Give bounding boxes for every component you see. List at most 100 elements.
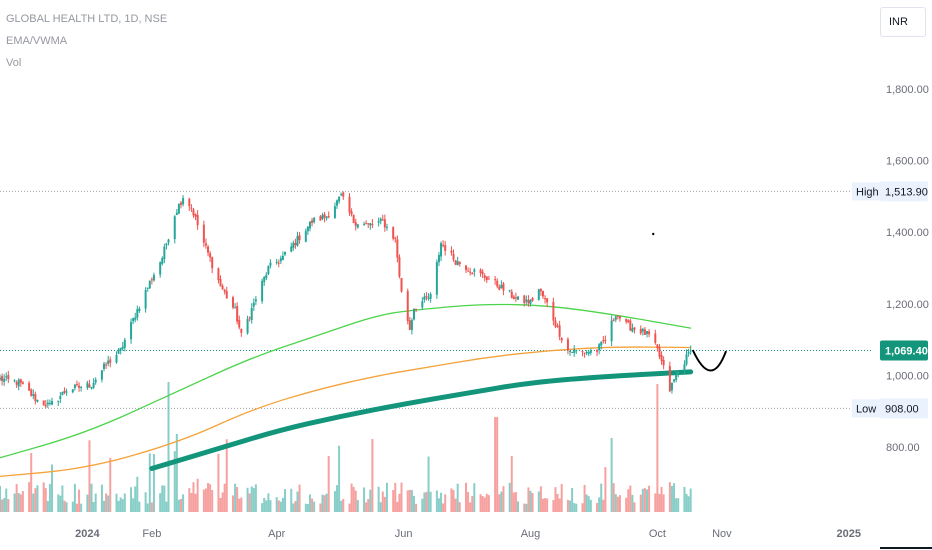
candle-body — [604, 339, 607, 341]
volume-bar — [207, 482, 210, 512]
candle-body — [163, 246, 166, 260]
candle-body — [103, 363, 106, 369]
candle-body — [502, 283, 505, 291]
low-tag-value-box — [880, 398, 928, 419]
candle-body — [138, 308, 141, 312]
low-tag-label: Low — [856, 403, 876, 415]
candle-body — [668, 366, 671, 392]
candle-body — [311, 220, 314, 223]
candle-body — [483, 275, 486, 278]
volume-bar — [92, 501, 95, 512]
volume-bar — [90, 483, 93, 512]
candle-body — [240, 329, 243, 333]
volume-bar — [479, 494, 482, 512]
candle-body — [365, 223, 368, 225]
candle-body — [223, 289, 226, 292]
volume-bar — [645, 489, 648, 512]
symbol-title[interactable]: GLOBAL HEALTH LTD, 1D, NSE — [6, 13, 168, 25]
volume-bar — [75, 503, 78, 512]
x-tick-label: 2025 — [837, 528, 861, 540]
candle-body — [267, 265, 270, 275]
candle-body — [0, 377, 1, 380]
volume-bar — [412, 495, 415, 512]
candle-body — [105, 364, 108, 366]
candle-body — [134, 317, 137, 320]
volume-bar — [610, 438, 613, 512]
candle-body — [294, 242, 297, 246]
volume-bar — [296, 491, 299, 512]
volume-bar — [415, 503, 418, 512]
candle-body — [394, 237, 397, 239]
candle-body — [377, 221, 380, 223]
volume-bar — [556, 493, 559, 512]
candle-body — [207, 246, 210, 253]
volume-bar — [252, 487, 255, 512]
candle-body — [261, 280, 264, 302]
volume-bar — [167, 382, 170, 512]
volume-bar — [188, 488, 191, 512]
volume-bar — [371, 439, 374, 512]
candle-body — [248, 317, 251, 319]
candle-body — [531, 297, 534, 301]
candle-body — [46, 402, 49, 405]
time-axis[interactable]: 2024 Feb Apr Jun Aug Oct Nov 2025 — [75, 528, 932, 549]
volume-bar — [61, 485, 64, 512]
volume-bar — [236, 487, 239, 512]
volume-bar — [73, 483, 76, 512]
candle-body — [73, 384, 76, 389]
candle-body — [660, 355, 663, 361]
candle-body — [115, 354, 118, 363]
candle-body — [421, 301, 424, 308]
last-price-tag-value: 1,069.40 — [885, 346, 928, 358]
volume-bar — [525, 503, 528, 512]
candle-body — [442, 244, 445, 246]
currency-selector[interactable]: INR — [880, 7, 926, 37]
candle-body — [429, 294, 432, 299]
candle-body — [566, 339, 569, 351]
volume-bar — [100, 484, 103, 512]
volume-bar — [618, 495, 621, 512]
volume-bar — [510, 456, 513, 512]
volume-bar — [165, 501, 168, 512]
volume-bar — [71, 501, 74, 512]
candle-body — [209, 253, 212, 258]
candle-body — [217, 268, 220, 281]
candle-body — [175, 212, 178, 215]
volume-bar — [410, 490, 413, 512]
user-drawings[interactable] — [652, 232, 727, 372]
volume-bar — [88, 440, 91, 512]
volume-bar — [119, 497, 122, 512]
volume-bar — [15, 484, 18, 512]
volume-bar — [294, 501, 297, 512]
price-axis[interactable]: 800.00 1,000.00 1,200.00 1,400.00 1,600.00 1,… — [886, 84, 929, 454]
volume-bar — [602, 499, 605, 512]
candle-body — [398, 257, 401, 277]
candle-body — [92, 382, 95, 388]
candle-body — [211, 257, 214, 269]
candle-body — [616, 315, 619, 317]
volume-bar — [685, 493, 688, 512]
candle-body — [458, 261, 461, 265]
candle-body — [641, 328, 644, 332]
volume-bar — [313, 501, 316, 512]
volume-bar — [467, 492, 470, 512]
volume-bar — [225, 439, 228, 512]
volume-bar — [306, 503, 309, 512]
volume-bar — [600, 483, 603, 512]
candle-body — [265, 274, 268, 279]
volume-bar — [494, 417, 497, 512]
candle-body — [452, 253, 455, 260]
indicator-ema-vwma-label[interactable]: EMA/VWMA — [6, 35, 68, 47]
candle-body — [182, 198, 185, 205]
volume-bar — [240, 497, 243, 512]
candle-body — [596, 349, 599, 352]
volume-bar — [523, 503, 526, 512]
volume-bar — [150, 502, 153, 512]
volume-bar — [348, 503, 351, 512]
volume-bar — [209, 484, 212, 512]
volume-bar — [311, 498, 314, 512]
volume-bar — [32, 493, 35, 512]
candle-body — [627, 320, 630, 323]
indicator-volume-label[interactable]: Vol — [6, 57, 22, 69]
